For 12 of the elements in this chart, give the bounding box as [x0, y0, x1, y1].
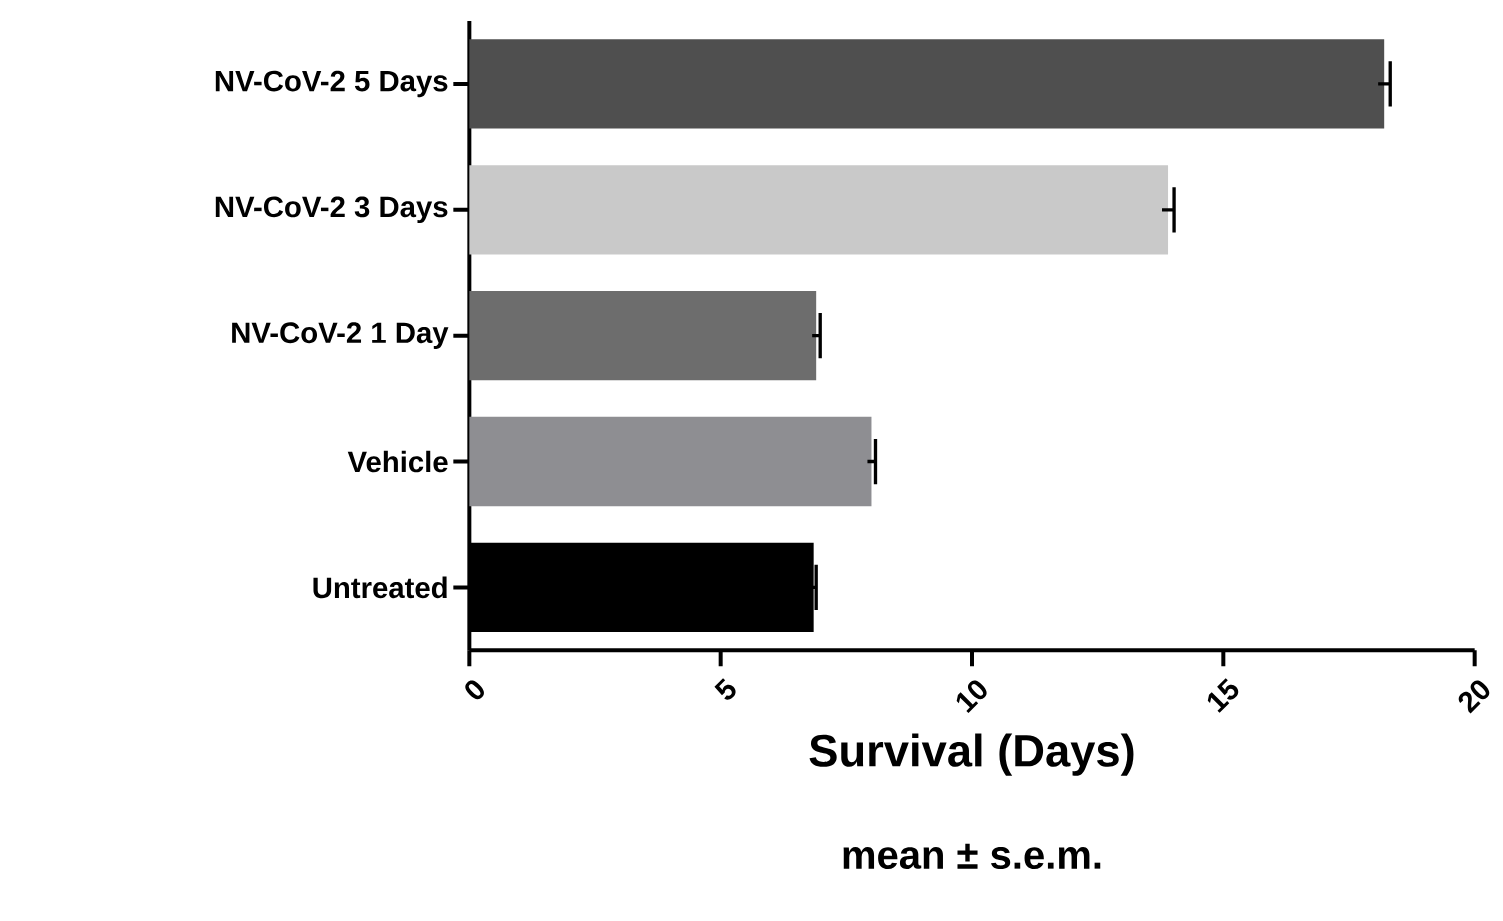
- x-tick-label: 15: [1207, 678, 1239, 713]
- x-tick-label: 0: [465, 680, 484, 700]
- text: mean ± s.e.m.: [843, 843, 1101, 870]
- y-tick-label: NV-CoV-2 1 Day: [232, 322, 449, 349]
- y-tick-label: Untreated: [313, 576, 447, 599]
- y-tick-label: NV-CoV-2 3 Days: [215, 196, 448, 224]
- y-tick-label: Vehicle: [347, 450, 448, 473]
- x-axis-title: Survival (Days): [809, 733, 1134, 776]
- x-tick-label: 10: [956, 680, 987, 714]
- y-tick-label: NV-CoV-2 5 Days: [215, 70, 448, 98]
- x-tick-label: 5: [714, 678, 736, 700]
- x-tick-label: 20: [1458, 680, 1490, 714]
